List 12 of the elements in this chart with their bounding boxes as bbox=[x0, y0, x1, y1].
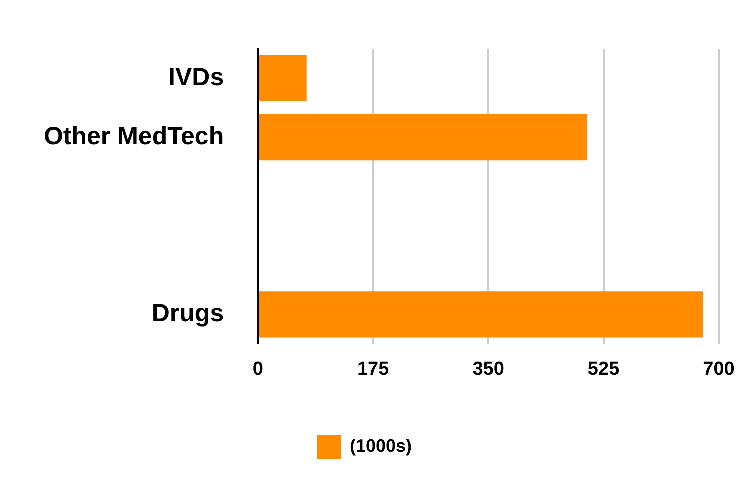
y-tick-label: Other MedTech bbox=[44, 122, 224, 150]
x-tick-label: 525 bbox=[588, 358, 620, 380]
y-tick-label: IVDs bbox=[168, 63, 224, 92]
legend-label: (1000s) bbox=[350, 436, 412, 456]
x-tick-label: 350 bbox=[472, 358, 504, 380]
x-tick-label: 700 bbox=[703, 358, 735, 380]
y-tick-label: Drugs bbox=[152, 300, 224, 328]
bar bbox=[259, 292, 704, 338]
x-tick-label: 175 bbox=[357, 358, 390, 380]
bar bbox=[259, 55, 307, 102]
x-tick-label: 0 bbox=[252, 358, 264, 380]
bar bbox=[259, 114, 588, 161]
